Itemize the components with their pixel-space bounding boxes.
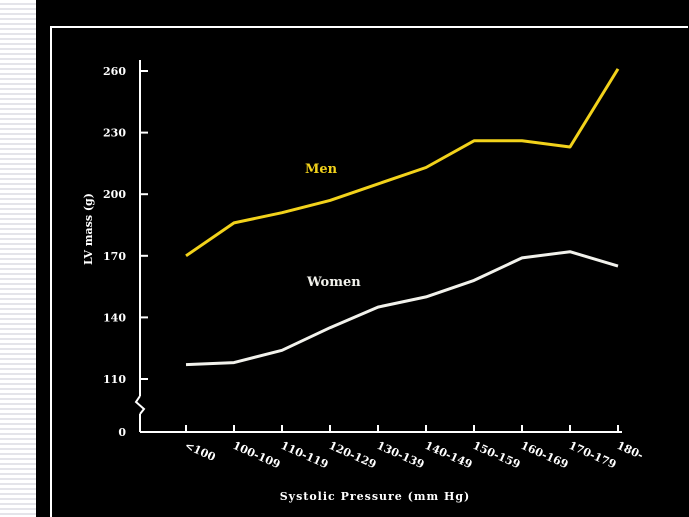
x-tick-label: 160-169	[519, 439, 570, 471]
plot-frame	[50, 26, 688, 517]
x-tick-label: 100-109	[231, 439, 282, 471]
y-tick-label: 170	[103, 250, 126, 263]
x-tick-label: 150-159	[471, 439, 522, 471]
series-line-women	[185, 250, 619, 367]
y-tick-label: 230	[103, 127, 126, 140]
slide-left-stripes	[0, 0, 36, 517]
series-lines	[185, 68, 620, 367]
series-label-women: Women	[306, 275, 361, 290]
x-tick-label: 110-119	[279, 439, 330, 471]
y-tick-label: 200	[103, 188, 126, 201]
y-axis-ticks: 0 110 140 170 200 230 260	[103, 65, 148, 439]
y-axis-break	[134, 395, 146, 415]
x-tick-label: 180-	[615, 439, 645, 462]
series-label-men: Men	[305, 162, 338, 177]
x-axis-label: Systolic Pressure (mm Hg)	[280, 490, 471, 503]
x-tick-label: 120-129	[327, 439, 378, 471]
y-tick-label: 0	[118, 426, 126, 439]
series-line-men	[185, 68, 620, 258]
x-tick-label: 130-139	[375, 439, 426, 471]
y-tick-label: 110	[103, 373, 126, 386]
y-tick-label: 140	[103, 311, 126, 324]
x-tick-label: <100	[183, 439, 218, 464]
y-tick-label: 260	[103, 65, 126, 78]
x-tick-label: 170-179	[567, 439, 618, 471]
series-labels: Men Women	[305, 162, 361, 290]
axes	[134, 60, 622, 433]
y-axis-label: LV mass (g)	[82, 193, 95, 265]
x-tick-label: 140-149	[423, 439, 474, 471]
